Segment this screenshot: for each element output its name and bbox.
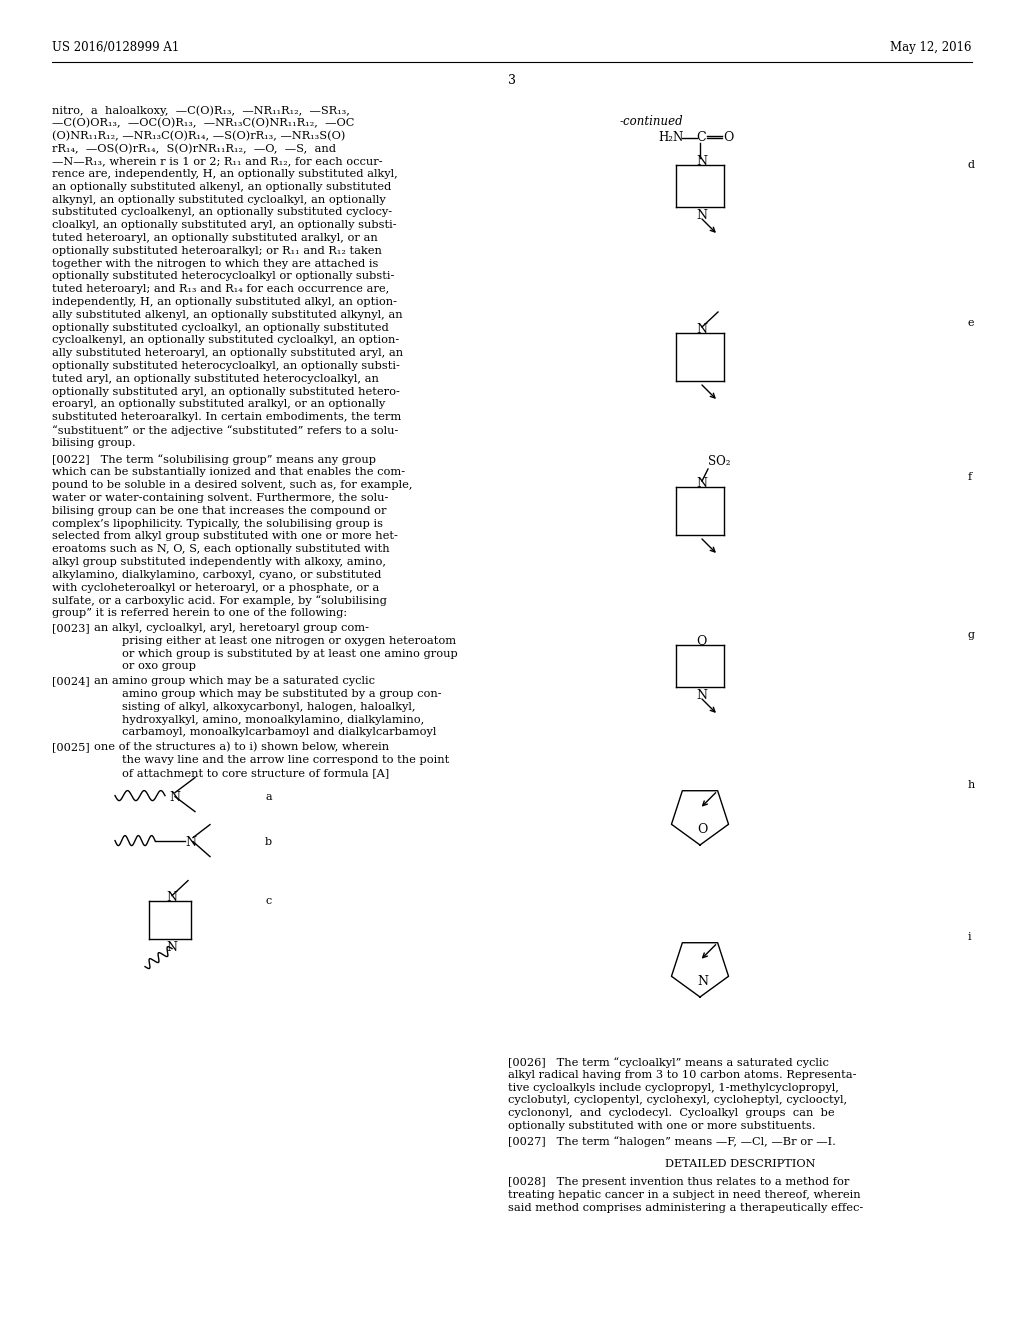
Text: an optionally substituted alkenyl, an optionally substituted: an optionally substituted alkenyl, an op… — [52, 182, 391, 191]
Text: ally substituted heteroaryl, an optionally substituted aryl, an: ally substituted heteroaryl, an optional… — [52, 348, 403, 358]
Text: substituted cycloalkenyl, an optionally substituted cyclocy-: substituted cycloalkenyl, an optionally … — [52, 207, 392, 218]
Text: which can be substantially ionized and that enables the com-: which can be substantially ionized and t… — [52, 467, 406, 478]
Text: N: N — [696, 689, 707, 702]
Text: N: N — [696, 477, 707, 490]
Text: water or water-containing solvent. Furthermore, the solu-: water or water-containing solvent. Furth… — [52, 492, 388, 503]
Text: [0023]: [0023] — [52, 623, 90, 634]
Text: sisting of alkyl, alkoxycarbonyl, halogen, haloalkyl,: sisting of alkyl, alkoxycarbonyl, haloge… — [122, 702, 416, 711]
Text: N: N — [697, 975, 708, 987]
Text: cycloalkenyl, an optionally substituted cycloalkyl, an option-: cycloalkenyl, an optionally substituted … — [52, 335, 399, 346]
Text: rence are, independently, H, an optionally substituted alkyl,: rence are, independently, H, an optional… — [52, 169, 397, 180]
Text: tuted heteroaryl, an optionally substituted aralkyl, or an: tuted heteroaryl, an optionally substitu… — [52, 234, 378, 243]
Text: independently, H, an optionally substituted alkyl, an option-: independently, H, an optionally substitu… — [52, 297, 397, 308]
Text: N: N — [166, 891, 177, 904]
Text: N: N — [696, 323, 707, 337]
Text: d: d — [968, 160, 975, 170]
Text: b: b — [265, 837, 272, 846]
Text: cyclobutyl, cyclopentyl, cyclohexyl, cycloheptyl, cyclooctyl,: cyclobutyl, cyclopentyl, cyclohexyl, cyc… — [508, 1096, 847, 1105]
Text: optionally substituted cycloalkyl, an optionally substituted: optionally substituted cycloalkyl, an op… — [52, 322, 389, 333]
Text: a: a — [265, 792, 271, 801]
Text: —C(O)OR₁₃,  —OC(O)R₁₃,  —NR₁₃C(O)NR₁₁R₁₂,  —OC: —C(O)OR₁₃, —OC(O)R₁₃, —NR₁₃C(O)NR₁₁R₁₂, … — [52, 117, 354, 128]
Text: alkylamino, dialkylamino, carboxyl, cyano, or substituted: alkylamino, dialkylamino, carboxyl, cyan… — [52, 570, 381, 579]
Text: N: N — [169, 791, 180, 804]
Text: H₂N: H₂N — [658, 131, 683, 144]
Text: O: O — [723, 131, 733, 144]
Text: tive cycloalkyls include cyclopropyl, 1-methylcyclopropyl,: tive cycloalkyls include cyclopropyl, 1-… — [508, 1082, 839, 1093]
Text: tuted heteroaryl; and R₁₃ and R₁₄ for each occurrence are,: tuted heteroaryl; and R₁₃ and R₁₄ for ea… — [52, 284, 389, 294]
Text: or which group is substituted by at least one amino group: or which group is substituted by at leas… — [122, 648, 458, 659]
Text: said method comprises administering a therapeutically effec-: said method comprises administering a th… — [508, 1203, 863, 1213]
Text: O: O — [696, 635, 707, 648]
Text: cloalkyl, an optionally substituted aryl, an optionally substi-: cloalkyl, an optionally substituted aryl… — [52, 220, 396, 230]
Text: [0027]   The term “halogen” means —F, —Cl, —Br or —I.: [0027] The term “halogen” means —F, —Cl,… — [508, 1135, 836, 1147]
Text: e: e — [968, 318, 975, 327]
Text: of attachment to core structure of formula [A]: of attachment to core structure of formu… — [122, 768, 389, 777]
Text: May 12, 2016: May 12, 2016 — [891, 41, 972, 54]
Text: f: f — [968, 473, 972, 482]
Text: SO₂: SO₂ — [708, 455, 730, 469]
Text: amino group which may be substituted by a group con-: amino group which may be substituted by … — [122, 689, 441, 700]
Text: 3: 3 — [508, 74, 516, 87]
Text: an amino group which may be a saturated cyclic: an amino group which may be a saturated … — [94, 676, 375, 686]
Text: prising either at least one nitrogen or oxygen heteroatom: prising either at least one nitrogen or … — [122, 636, 456, 645]
Text: alkynyl, an optionally substituted cycloalkyl, an optionally: alkynyl, an optionally substituted cyclo… — [52, 194, 386, 205]
Text: [0026]   The term “cycloalkyl” means a saturated cyclic: [0026] The term “cycloalkyl” means a sat… — [508, 1057, 828, 1068]
Text: together with the nitrogen to which they are attached is: together with the nitrogen to which they… — [52, 259, 379, 268]
Text: C: C — [696, 131, 706, 144]
Text: tuted aryl, an optionally substituted heterocycloalkyl, an: tuted aryl, an optionally substituted he… — [52, 374, 379, 384]
Text: US 2016/0128999 A1: US 2016/0128999 A1 — [52, 41, 179, 54]
Text: N: N — [166, 941, 177, 953]
Text: substituted heteroaralkyl. In certain embodiments, the term: substituted heteroaralkyl. In certain em… — [52, 412, 401, 422]
Text: N: N — [185, 836, 196, 849]
Text: bilising group can be one that increases the compound or: bilising group can be one that increases… — [52, 506, 386, 516]
Text: an alkyl, cycloalkyl, aryl, heretoaryl group com-: an alkyl, cycloalkyl, aryl, heretoaryl g… — [94, 623, 369, 634]
Text: [0028]   The present invention thus relates to a method for: [0028] The present invention thus relate… — [508, 1177, 849, 1188]
Text: complex’s lipophilicity. Typically, the solubilising group is: complex’s lipophilicity. Typically, the … — [52, 519, 383, 528]
Text: ally substituted alkenyl, an optionally substituted alkynyl, an: ally substituted alkenyl, an optionally … — [52, 310, 402, 319]
Text: sulfate, or a carboxylic acid. For example, by “solubilising: sulfate, or a carboxylic acid. For examp… — [52, 595, 387, 606]
Text: (O)NR₁₁R₁₂, —NR₁₃C(O)R₁₄, —S(O)rR₁₃, —NR₁₃S(O): (O)NR₁₁R₁₂, —NR₁₃C(O)R₁₄, —S(O)rR₁₃, —NR… — [52, 131, 345, 141]
Text: [0025]: [0025] — [52, 742, 90, 752]
Text: or oxo group: or oxo group — [122, 661, 196, 672]
Text: h: h — [968, 780, 975, 789]
Text: alkyl group substituted independently with alkoxy, amino,: alkyl group substituted independently wi… — [52, 557, 386, 568]
Text: nitro,  a  haloalkoxy,  —C(O)R₁₃,  —NR₁₁R₁₂,  —SR₁₃,: nitro, a haloalkoxy, —C(O)R₁₃, —NR₁₁R₁₂,… — [52, 106, 350, 116]
Text: cyclononyl,  and  cyclodecyl.  Cycloalkyl  groups  can  be: cyclononyl, and cyclodecyl. Cycloalkyl g… — [508, 1109, 835, 1118]
Text: hydroxyalkyl, amino, monoalkylamino, dialkylamino,: hydroxyalkyl, amino, monoalkylamino, dia… — [122, 714, 424, 725]
Text: “substituent” or the adjective “substituted” refers to a solu-: “substituent” or the adjective “substitu… — [52, 425, 398, 436]
Text: rR₁₄,  —OS(O)rR₁₄,  S(O)rNR₁₁R₁₂,  —O,  —S,  and: rR₁₄, —OS(O)rR₁₄, S(O)rNR₁₁R₁₂, —O, —S, … — [52, 144, 336, 153]
Text: -continued: -continued — [620, 115, 684, 128]
Text: with cycloheteroalkyl or heteroaryl, or a phosphate, or a: with cycloheteroalkyl or heteroaryl, or … — [52, 582, 379, 593]
Text: one of the structures a) to i) shown below, wherein: one of the structures a) to i) shown bel… — [94, 742, 389, 752]
Text: DETAILED DESCRIPTION: DETAILED DESCRIPTION — [665, 1159, 815, 1168]
Text: —N—R₁₃, wherein r is 1 or 2; R₁₁ and R₁₂, for each occur-: —N—R₁₃, wherein r is 1 or 2; R₁₁ and R₁₂… — [52, 156, 383, 166]
Text: bilising group.: bilising group. — [52, 438, 136, 447]
Text: optionally substituted heterocycloalkyl or optionally substi-: optionally substituted heterocycloalkyl … — [52, 272, 394, 281]
Text: optionally substituted with one or more substituents.: optionally substituted with one or more … — [508, 1121, 816, 1131]
Text: pound to be soluble in a desired solvent, such as, for example,: pound to be soluble in a desired solvent… — [52, 480, 413, 490]
Text: [0024]: [0024] — [52, 676, 90, 686]
Text: alkyl radical having from 3 to 10 carbon atoms. Representa-: alkyl radical having from 3 to 10 carbon… — [508, 1069, 856, 1080]
Text: optionally substituted heterocycloalkyl, an optionally substi-: optionally substituted heterocycloalkyl,… — [52, 360, 400, 371]
Text: treating hepatic cancer in a subject in need thereof, wherein: treating hepatic cancer in a subject in … — [508, 1191, 860, 1200]
Text: eroatoms such as N, O, S, each optionally substituted with: eroatoms such as N, O, S, each optionall… — [52, 544, 389, 554]
Text: eroaryl, an optionally substituted aralkyl, or an optionally: eroaryl, an optionally substituted aralk… — [52, 400, 385, 409]
Text: [0022]   The term “solubilising group” means any group: [0022] The term “solubilising group” mea… — [52, 454, 376, 466]
Text: O: O — [697, 822, 708, 836]
Text: g: g — [968, 630, 975, 640]
Text: carbamoyl, monoalkylcarbamoyl and dialkylcarbamoyl: carbamoyl, monoalkylcarbamoyl and dialky… — [122, 727, 436, 738]
Text: N: N — [696, 154, 707, 168]
Text: c: c — [265, 895, 271, 906]
Text: N: N — [696, 209, 707, 222]
Text: selected from alkyl group substituted with one or more het-: selected from alkyl group substituted wi… — [52, 532, 398, 541]
Text: optionally substituted aryl, an optionally substituted hetero-: optionally substituted aryl, an optional… — [52, 387, 400, 396]
Text: the wavy line and the arrow line correspond to the point: the wavy line and the arrow line corresp… — [122, 755, 450, 766]
Text: i: i — [968, 932, 972, 942]
Text: optionally substituted heteroaralkyl; or R₁₁ and R₁₂ taken: optionally substituted heteroaralkyl; or… — [52, 246, 382, 256]
Text: group” it is referred herein to one of the following:: group” it is referred herein to one of t… — [52, 609, 347, 618]
